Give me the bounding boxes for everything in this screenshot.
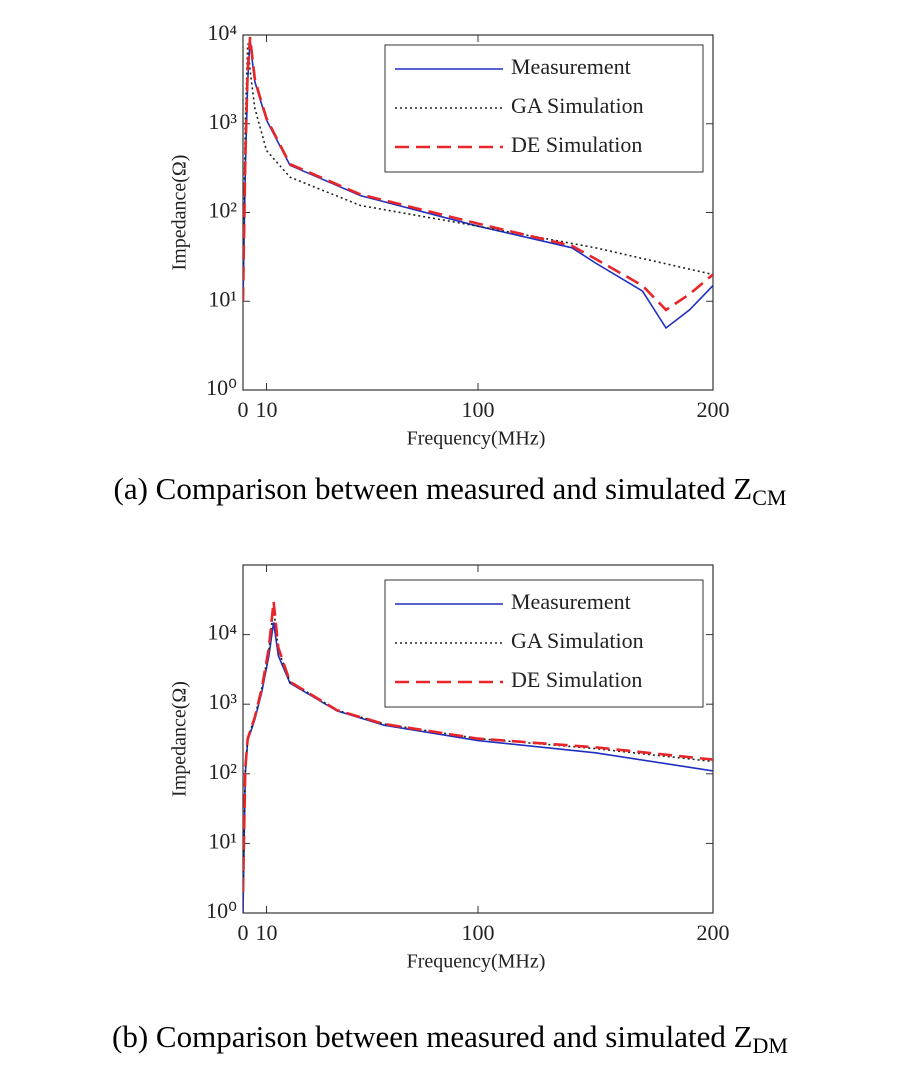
x-tick-label: 100: [462, 920, 495, 945]
caption: (b) Comparison between measured and simu…: [112, 1019, 788, 1058]
caption-subscript: DM: [753, 1033, 788, 1058]
x-axis-label: Frequency(MHz): [407, 428, 546, 450]
y-tick-label: 10¹: [208, 828, 237, 853]
x-tick-label: 0: [238, 920, 249, 945]
y-tick-label: 10³: [208, 109, 237, 134]
series-line: [243, 36, 713, 312]
legend-box: [384, 44, 704, 173]
x-tick-label: 200: [697, 397, 730, 422]
y-tick-label: 10²: [208, 198, 237, 223]
legend-label: GA Simulation: [511, 628, 644, 653]
x-tick-label: 0: [238, 397, 249, 422]
legend-label: GA Simulation: [511, 93, 644, 118]
y-axis-label: Impedance(Ω): [169, 681, 191, 797]
legend-label: Measurement: [511, 589, 631, 614]
series-line: [243, 601, 713, 893]
y-tick-label: 10¹: [208, 286, 237, 311]
x-tick-label: 10: [256, 397, 278, 422]
legend-box: [384, 579, 704, 708]
caption-text: (a) Comparison between measured and simu…: [114, 471, 753, 506]
caption-subscript: CM: [752, 485, 786, 510]
plot-frame: [242, 564, 714, 914]
y-axis-label: Impedance(Ω): [169, 155, 191, 271]
legend-label: Measurement: [511, 54, 631, 79]
y-tick-label: 10²: [208, 759, 237, 784]
legend-label: DE Simulation: [511, 132, 642, 157]
y-tick-label: 10⁴: [207, 620, 237, 645]
y-tick-label: 10³: [208, 689, 237, 714]
x-tick-label: 10: [256, 920, 278, 945]
x-axis-label: Frequency(MHz): [407, 951, 546, 973]
caption-text: (b) Comparison between measured and simu…: [112, 1019, 752, 1054]
legend-label: DE Simulation: [511, 667, 642, 692]
x-tick-label: 100: [462, 397, 495, 422]
y-tick-label: 10⁴: [207, 20, 237, 45]
y-tick-label: 10⁰: [206, 375, 237, 400]
x-tick-label: 200: [697, 920, 730, 945]
plot-frame: [242, 34, 714, 391]
caption: (a) Comparison between measured and simu…: [114, 471, 787, 510]
y-tick-label: 10⁰: [206, 898, 237, 923]
